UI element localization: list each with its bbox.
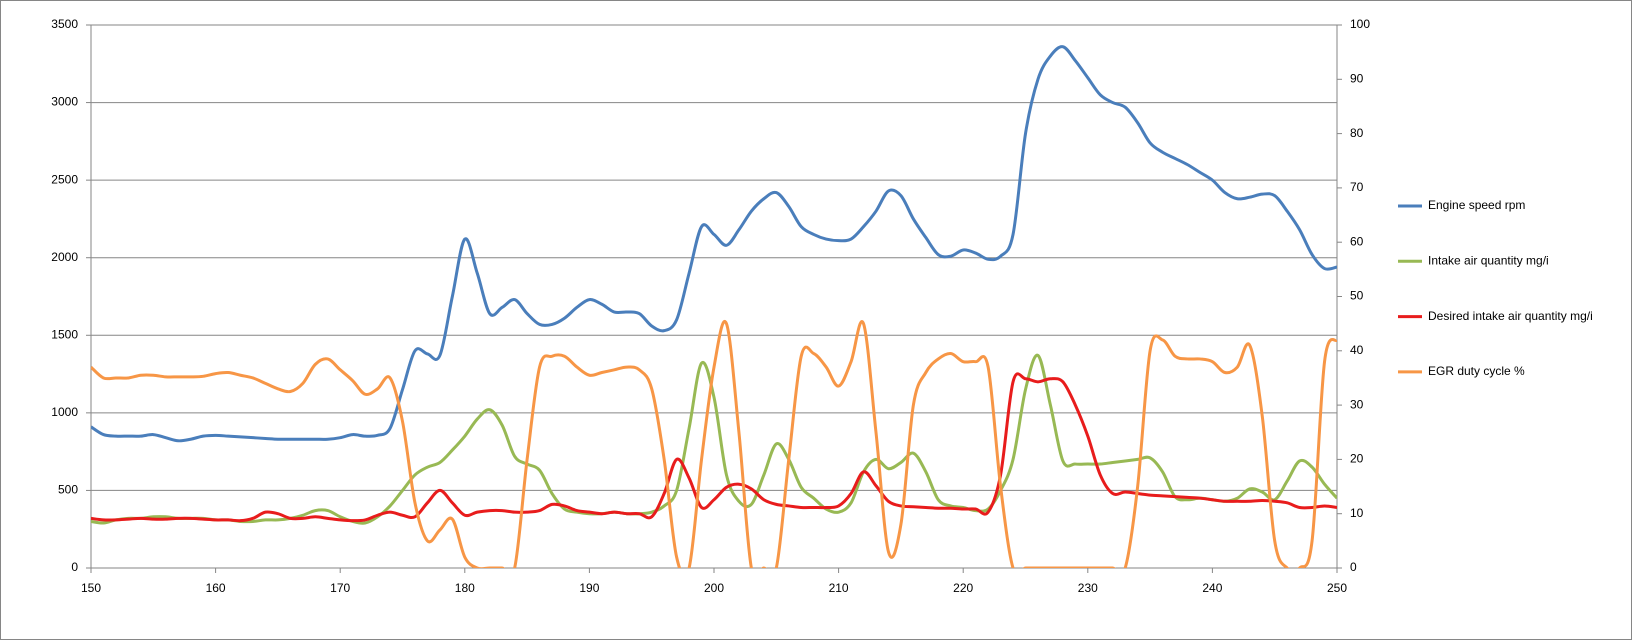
y2-tick-label: 100 bbox=[1350, 17, 1370, 31]
series-line bbox=[91, 353, 1337, 525]
x-tick-label: 230 bbox=[1078, 581, 1098, 595]
legend-label: Engine speed rpm bbox=[1428, 198, 1525, 212]
y-tick-label: 0 bbox=[71, 560, 78, 574]
y2-tick-label: 40 bbox=[1350, 343, 1364, 357]
y-tick-label: 2000 bbox=[51, 250, 78, 264]
y-tick-label: 1000 bbox=[51, 405, 78, 419]
x-tick-label: 160 bbox=[206, 581, 226, 595]
y2-tick-label: 50 bbox=[1350, 289, 1364, 303]
x-tick-label: 250 bbox=[1327, 581, 1347, 595]
legend-label: Intake air quantity mg/i bbox=[1428, 253, 1549, 267]
y-tick-label: 1500 bbox=[51, 327, 78, 341]
y2-tick-label: 0 bbox=[1350, 560, 1357, 574]
series-line bbox=[91, 45, 1337, 443]
x-tick-label: 170 bbox=[330, 581, 350, 595]
x-tick-label: 220 bbox=[953, 581, 973, 595]
series-line bbox=[91, 319, 1337, 568]
y2-tick-label: 30 bbox=[1350, 397, 1364, 411]
legend-label: Desired intake air quantity mg/i bbox=[1428, 309, 1593, 323]
y2-tick-label: 10 bbox=[1350, 506, 1364, 520]
y2-tick-label: 90 bbox=[1350, 71, 1364, 85]
y2-tick-label: 80 bbox=[1350, 126, 1364, 140]
series-line bbox=[91, 372, 1337, 523]
x-tick-label: 190 bbox=[579, 581, 599, 595]
y2-tick-label: 70 bbox=[1350, 180, 1364, 194]
y-tick-label: 500 bbox=[58, 483, 78, 497]
x-tick-label: 210 bbox=[829, 581, 849, 595]
x-tick-label: 200 bbox=[704, 581, 724, 595]
y2-tick-label: 20 bbox=[1350, 452, 1364, 466]
y-tick-label: 3500 bbox=[51, 17, 78, 31]
y2-tick-label: 60 bbox=[1350, 234, 1364, 248]
x-tick-label: 150 bbox=[81, 581, 101, 595]
y-tick-label: 2500 bbox=[51, 172, 78, 186]
x-tick-label: 180 bbox=[455, 581, 475, 595]
y-tick-label: 3000 bbox=[51, 95, 78, 109]
legend-label: EGR duty cycle % bbox=[1428, 364, 1525, 378]
x-tick-label: 240 bbox=[1202, 581, 1222, 595]
